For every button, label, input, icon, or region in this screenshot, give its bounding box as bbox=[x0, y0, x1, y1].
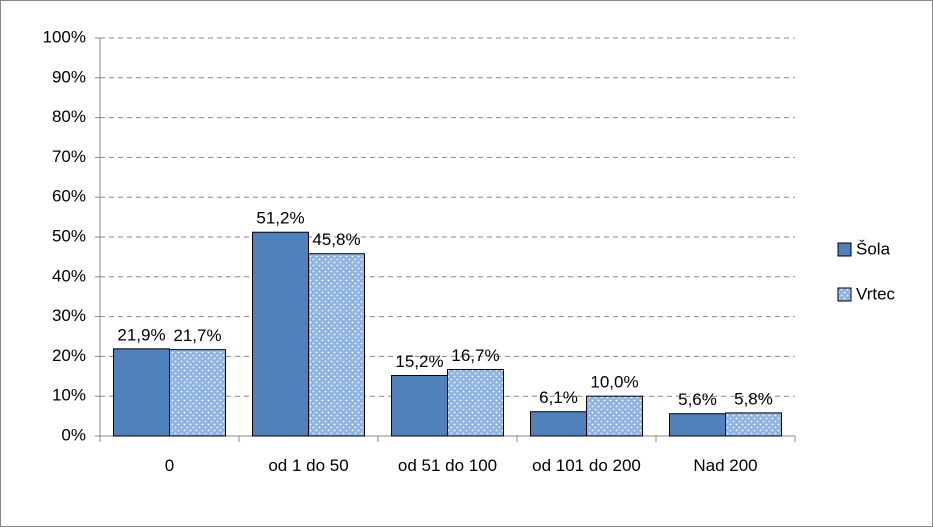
bar bbox=[308, 253, 365, 437]
bar bbox=[391, 375, 448, 437]
y-tick-label: 20% bbox=[52, 346, 86, 365]
bar bbox=[725, 412, 782, 437]
data-label: 6,1% bbox=[539, 388, 578, 407]
data-label: 5,8% bbox=[734, 389, 773, 408]
bar bbox=[113, 348, 170, 437]
legend-label: Vrtec bbox=[856, 284, 896, 303]
legend-swatch bbox=[837, 287, 852, 302]
data-label: 51,2% bbox=[256, 209, 304, 228]
y-tick-label: 60% bbox=[52, 187, 86, 206]
x-tick-label: Nad 200 bbox=[693, 456, 758, 475]
bar bbox=[586, 395, 643, 437]
data-label: 10,0% bbox=[590, 373, 638, 392]
bar bbox=[447, 369, 504, 437]
data-label: 21,9% bbox=[117, 325, 165, 344]
y-tick-label: 100% bbox=[43, 27, 86, 46]
bar bbox=[252, 231, 309, 437]
x-tick-label: od 51 do 100 bbox=[397, 456, 498, 475]
data-label: 21,7% bbox=[173, 326, 221, 345]
data-label: 16,7% bbox=[451, 346, 499, 365]
legend-swatch bbox=[837, 242, 852, 257]
y-tick-label: 70% bbox=[52, 147, 86, 166]
x-tick-label: od 101 do 200 bbox=[532, 456, 641, 475]
y-tick-label: 90% bbox=[52, 67, 86, 86]
y-tick-label: 0% bbox=[61, 425, 86, 444]
bar bbox=[530, 411, 587, 437]
bar bbox=[169, 349, 226, 437]
y-tick-label: 50% bbox=[52, 226, 86, 245]
bar bbox=[669, 413, 726, 437]
y-tick-label: 10% bbox=[52, 386, 86, 405]
y-tick-label: 80% bbox=[52, 107, 86, 126]
data-label: 5,6% bbox=[678, 390, 717, 409]
y-tick-label: 30% bbox=[52, 306, 86, 325]
y-tick-label: 40% bbox=[52, 266, 86, 285]
legend-label: Šola bbox=[856, 239, 891, 258]
x-tick-label: od 1 do 50 bbox=[268, 456, 349, 475]
x-tick-label: 0 bbox=[164, 456, 175, 475]
data-label: 15,2% bbox=[395, 352, 443, 371]
data-label: 45,8% bbox=[312, 230, 360, 249]
